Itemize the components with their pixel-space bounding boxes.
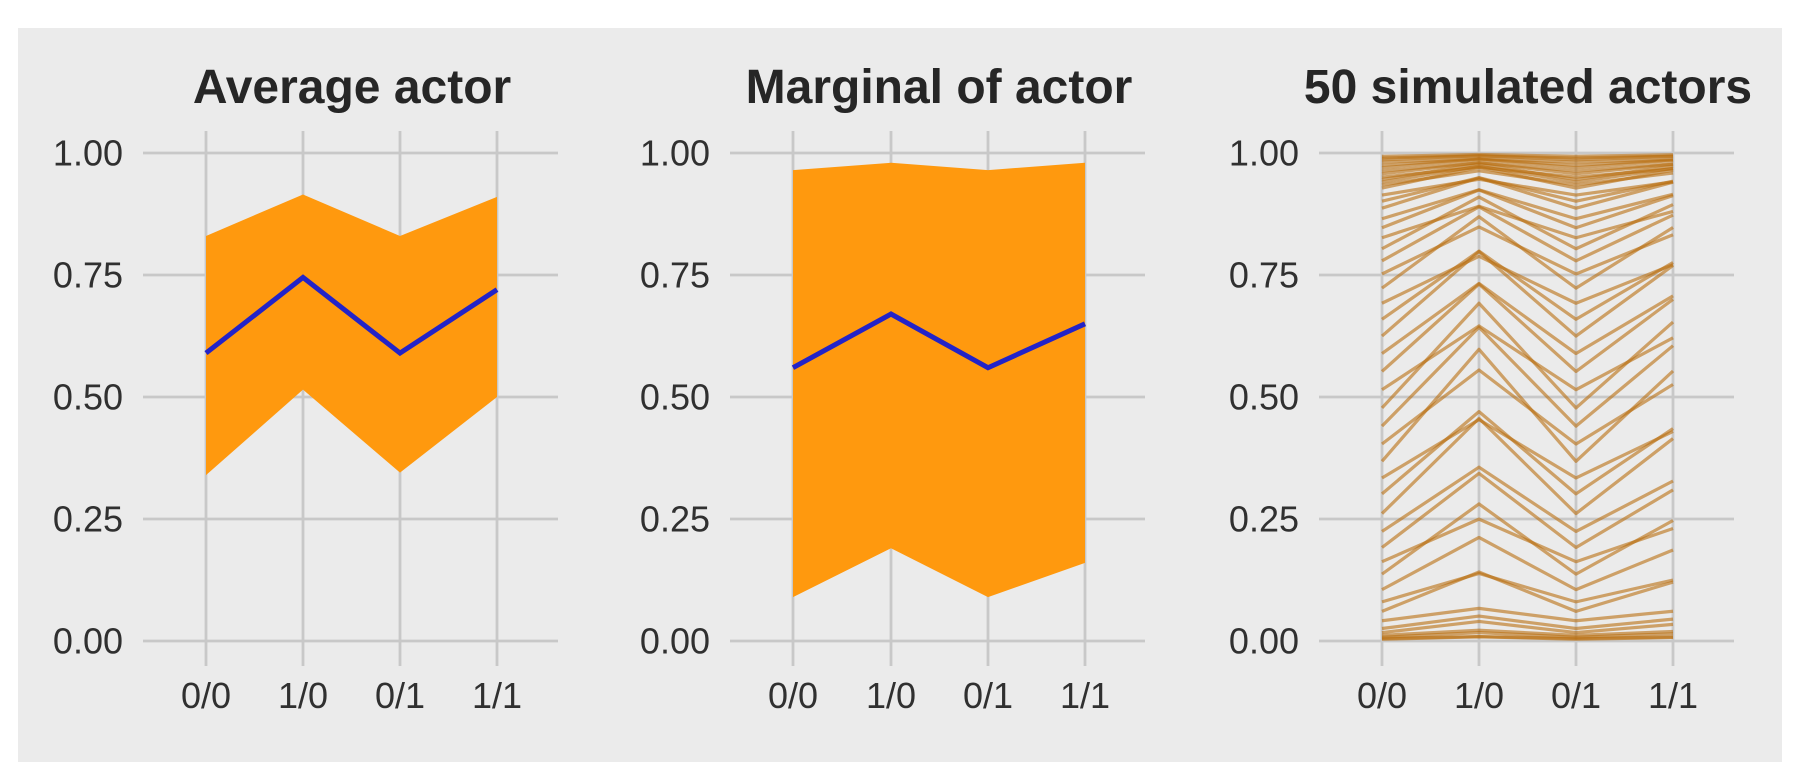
panel-title-average-actor: Average actor: [193, 61, 511, 114]
sim-actor-line: [1381, 157, 1674, 170]
sim-actor-line: [1381, 176, 1674, 210]
y-tick-label: 0.75: [1229, 255, 1299, 296]
sim-actor-line: [1381, 502, 1674, 576]
credible-band: [793, 162, 1085, 598]
sim-actor-line: [1381, 165, 1674, 190]
x-tick-label: 0/1: [375, 675, 425, 716]
sim-actor-line: [1381, 249, 1674, 321]
y-tick-label: 0.25: [640, 499, 710, 540]
y-tick-label: 0.75: [53, 255, 123, 296]
sim-actor-line: [1380, 347, 1675, 463]
sim-actor-line: [1380, 410, 1674, 496]
x-tick-label: 0/0: [1357, 675, 1407, 716]
sim-actor-line: [1381, 161, 1674, 176]
credible-band: [206, 194, 497, 476]
sim-actor-line: [1381, 177, 1674, 197]
mean-line: [204, 274, 499, 357]
sim-actor-line: [1381, 205, 1674, 263]
panel-2: 1.00 0.75 0.50 0.25 0.00 0/0 1/0 0/1 1/1: [1229, 131, 1734, 716]
sim-actor-line: [1381, 215, 1674, 290]
y-tick-label: 0.50: [1229, 377, 1299, 418]
x-tick-label: 1/0: [1454, 675, 1504, 716]
y-tick-label: 1.00: [53, 133, 123, 174]
y-tick-label: 0.50: [53, 377, 123, 418]
sim-actor-line: [1381, 176, 1674, 203]
panel-title-marginal-of-actor: Marginal of actor: [746, 61, 1133, 114]
sim-actor-line: [1381, 195, 1674, 251]
y-tick-label: 0.25: [53, 499, 123, 540]
x-tick-label: 0/1: [963, 675, 1013, 716]
y-tick-label: 0.75: [640, 255, 710, 296]
sim-actor-line: [1380, 301, 1675, 410]
sim-actor-line: [1381, 535, 1674, 592]
sim-actor-line: [1381, 254, 1674, 305]
sim-actor-line: [1381, 628, 1674, 637]
sim-actor-line: [1380, 249, 1674, 338]
sim-actor-line: [1381, 614, 1674, 631]
sim-actor-line: [1381, 162, 1674, 182]
sim-actor-line: [1381, 606, 1674, 623]
sim-actor-line: [1381, 164, 1674, 184]
panel-title-50-simulated-actors: 50 simulated actors: [1304, 61, 1752, 114]
sim-actor-line: [1381, 418, 1674, 480]
x-tick-label: 1/0: [866, 675, 916, 716]
sim-actor-line: [1381, 619, 1674, 635]
panel-0: 1.00 0.75 0.50 0.25 0.00 0/0 1/0 0/1 1/1: [53, 131, 558, 716]
sim-actor-line: [1380, 282, 1674, 374]
y-tick-label: 1.00: [640, 133, 710, 174]
sim-actor-line: [1380, 416, 1674, 516]
x-tick-label: 1/1: [1648, 675, 1698, 716]
sim-actor-line: [1381, 635, 1674, 641]
x-tick-label: 1/1: [1060, 675, 1110, 716]
sim-actor-line: [1381, 154, 1674, 162]
sim-actor-line: [1380, 325, 1675, 428]
sim-actor-line: [1381, 188, 1674, 230]
y-tick-label: 0.00: [1229, 621, 1299, 662]
y-tick-label: 0.50: [640, 377, 710, 418]
sim-actor-line: [1381, 471, 1674, 550]
sim-actor-line: [1381, 156, 1674, 164]
panel-1: 1.00 0.75 0.50 0.25 0.00 0/0 1/0 0/1 1/1: [640, 131, 1145, 716]
x-tick-label: 1/0: [278, 675, 328, 716]
sim-actor-line: [1381, 631, 1674, 639]
mean-line: [791, 311, 1087, 371]
sim-actor-line: [1381, 465, 1674, 534]
x-tick-label: 0/0: [768, 675, 818, 716]
sim-actor-line: [1381, 281, 1674, 356]
x-tick-label: 0/0: [181, 675, 231, 716]
y-tick-label: 1.00: [1229, 133, 1299, 174]
sim-actor-line: [1381, 570, 1674, 614]
y-tick-label: 0.25: [1229, 499, 1299, 540]
x-tick-label: 0/1: [1551, 675, 1601, 716]
y-tick-label: 0.00: [640, 621, 710, 662]
sim-actor-line: [1381, 188, 1674, 221]
y-tick-label: 0.00: [53, 621, 123, 662]
x-tick-label: 1/1: [472, 675, 522, 716]
sim-actor-line: [1381, 571, 1674, 604]
